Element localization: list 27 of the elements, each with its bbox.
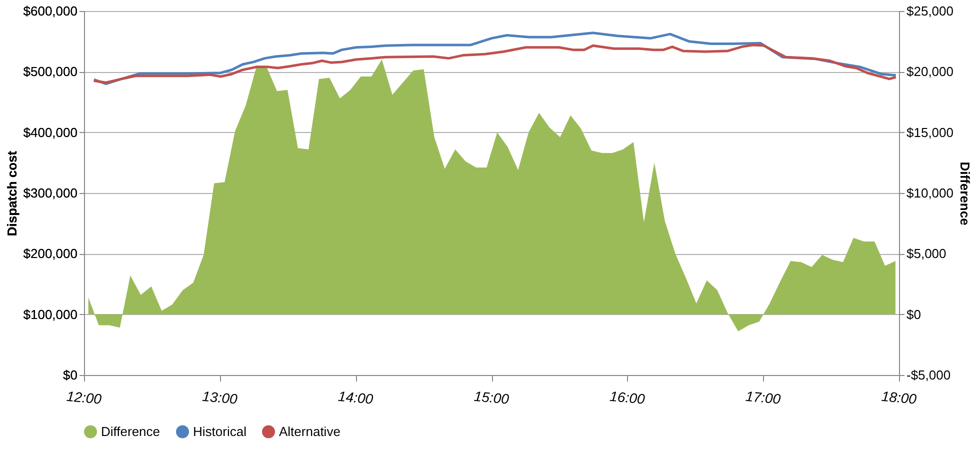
line-series	[92, 44, 898, 84]
x-tick-label: 18:00	[880, 388, 918, 407]
y-tick-label: $0	[63, 368, 78, 382]
x-tick-label: 17:00	[744, 388, 782, 407]
y2-tick-label: $20,000	[906, 64, 954, 80]
legend-label: Historical	[193, 424, 247, 439]
legend-label: Difference	[101, 424, 160, 439]
x-tick-label: 16:00	[609, 388, 646, 407]
y2-axis-title: Difference	[957, 162, 972, 226]
y2-tick-label: $0	[906, 306, 921, 322]
y-axis-title: Dispatch cost	[4, 150, 20, 236]
y2-tick-label: $25,000	[906, 4, 954, 18]
x-tick-label: 12:00	[66, 388, 102, 407]
y2-tick-label: $15,000	[906, 124, 954, 140]
y-tick-label: $100,000	[23, 306, 78, 322]
y2-tick-label: -$5,000	[906, 368, 951, 382]
x-tick-label: 14:00	[337, 388, 374, 407]
legend-label: Alternative	[279, 424, 340, 439]
x-tick-label: 13:00	[202, 388, 238, 407]
y-tick-label: $300,000	[23, 186, 78, 200]
y-tick-label: $400,000	[23, 124, 78, 140]
y-tick-label: $200,000	[23, 246, 78, 262]
y2-tick-label: $10,000	[906, 186, 954, 200]
y-tick-label: $500,000	[23, 64, 78, 80]
y2-tick-label: $5,000	[906, 246, 946, 262]
x-tick-label: 15:00	[473, 388, 510, 407]
y-tick-label: $600,000	[23, 4, 78, 18]
